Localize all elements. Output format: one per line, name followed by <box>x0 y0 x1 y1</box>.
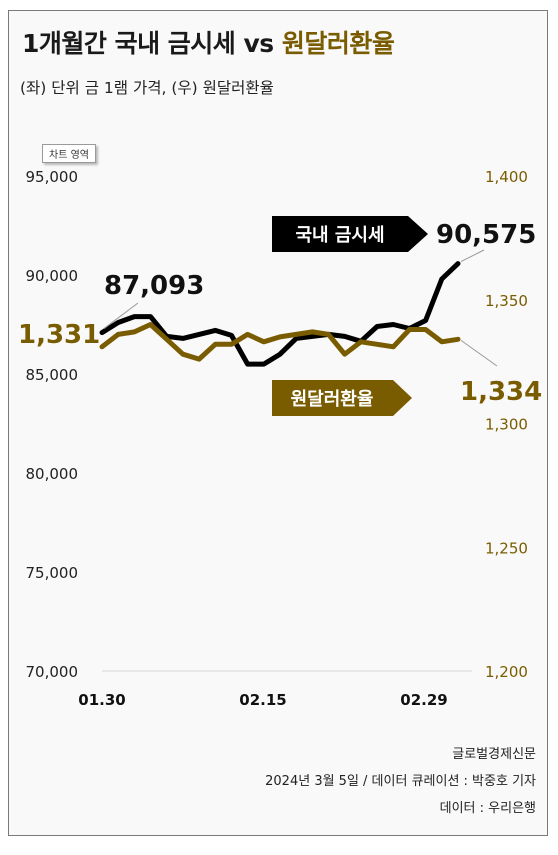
y-right-tick-label: 1,350 <box>485 292 528 310</box>
chart-title: 1개월간 국내 금시세 vs 원달러환율 <box>22 24 395 60</box>
leader-line-gold-end <box>460 249 485 263</box>
series-label-gold: 국내 금시세 <box>295 225 384 246</box>
title-accent: 원달러환율 <box>281 29 395 58</box>
y-right-tick-label: 1,250 <box>485 539 528 557</box>
y-left-tick-label: 70,000 <box>26 663 79 681</box>
callout-fx-start: 1,331 <box>18 320 100 350</box>
leader-line-fx-end <box>460 339 498 367</box>
series-line-gold-price <box>99 261 461 367</box>
callout-gold-end: 90,575 <box>436 220 536 250</box>
callout-fx-end: 1,334 <box>460 377 542 407</box>
chart-subtitle: (좌) 단위 금 1램 가격, (우) 원달러환율 <box>20 79 274 97</box>
y-right-tick-label: 1,200 <box>485 663 528 681</box>
x-tick-label: 01.30 <box>78 691 125 709</box>
series-line-exchange-rate <box>99 322 461 362</box>
y-left-tick-label: 95,000 <box>26 168 79 186</box>
footer-date-curation: 2024년 3월 5일 / 데이터 큐레이션 : 박중호 기자 <box>265 774 536 789</box>
chart-area-tooltip: 차트 영역 <box>42 144 96 163</box>
y-left-tick-label: 80,000 <box>26 465 79 483</box>
y-right-tick-label: 1,400 <box>485 168 528 186</box>
chart-card <box>8 10 548 836</box>
y-right-tick-label: 1,300 <box>485 416 528 434</box>
series-label-fx: 원달러환율 <box>291 388 374 410</box>
callout-gold-start: 87,093 <box>104 271 204 301</box>
y-left-tick-label: 90,000 <box>26 267 79 285</box>
x-tick-label: 02.29 <box>400 691 447 709</box>
series-label-fx-shape <box>272 380 412 416</box>
y-left-tick-label: 85,000 <box>26 366 79 384</box>
footer-data-source: 데이터 : 우리은행 <box>439 801 536 816</box>
footer-source: 글로벌경제신문 <box>452 747 536 762</box>
title-main: 1개월간 국내 금시세 vs <box>22 29 282 58</box>
x-tick-label: 02.15 <box>239 691 286 709</box>
y-left-tick-label: 75,000 <box>26 564 79 582</box>
series-label-gold-shape <box>272 216 428 252</box>
leader-line-gold-start <box>103 302 139 329</box>
